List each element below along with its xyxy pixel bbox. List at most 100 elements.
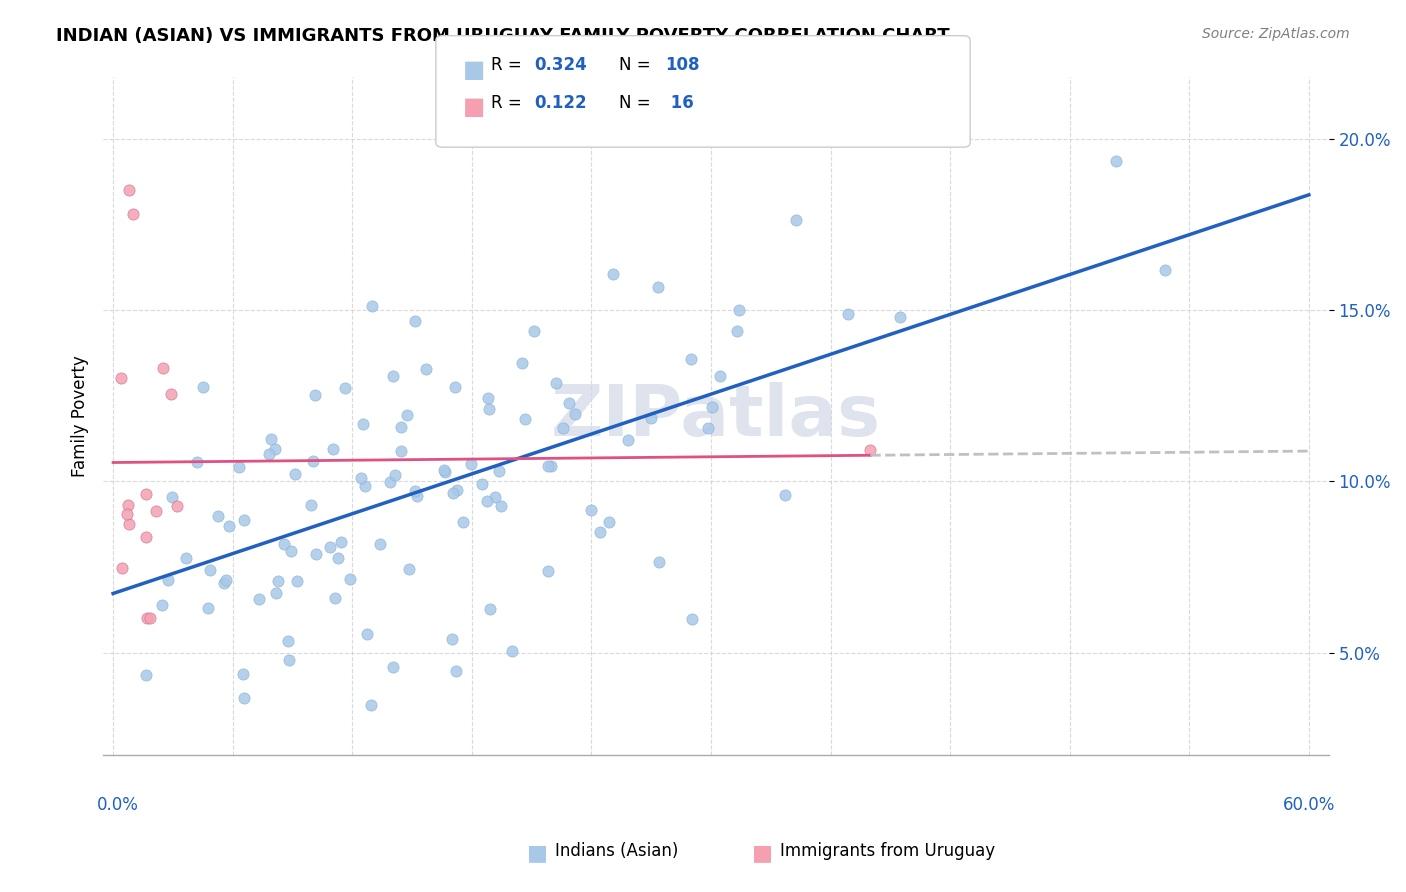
Point — [122, 207, 145, 221]
Point — [1154, 263, 1177, 277]
Point — [197, 601, 219, 615]
Point — [725, 324, 748, 338]
Point — [553, 421, 575, 435]
Text: Immigrants from Uruguay: Immigrants from Uruguay — [780, 842, 995, 860]
Point — [558, 396, 581, 410]
Text: Indians (Asian): Indians (Asian) — [555, 842, 679, 860]
Point — [775, 488, 797, 502]
Point — [339, 573, 361, 587]
Point — [329, 535, 352, 549]
Point — [433, 463, 456, 477]
Point — [277, 634, 299, 648]
Point — [233, 514, 256, 528]
Point — [304, 388, 326, 402]
Point — [263, 442, 285, 457]
Point — [702, 400, 724, 414]
Point — [135, 668, 157, 682]
Text: 0.122: 0.122 — [534, 94, 586, 112]
Point — [540, 459, 562, 474]
Point — [471, 476, 494, 491]
Point — [405, 489, 427, 503]
Point — [488, 464, 510, 478]
Point — [451, 515, 474, 529]
Point — [602, 268, 624, 282]
Point — [232, 691, 254, 706]
Point — [484, 490, 506, 504]
Point — [259, 432, 281, 446]
Point — [280, 544, 302, 558]
Point — [415, 361, 437, 376]
Point — [513, 411, 536, 425]
Point — [647, 279, 669, 293]
Point — [118, 183, 141, 197]
Point — [404, 314, 426, 328]
Point — [138, 611, 160, 625]
Point — [266, 574, 288, 588]
Point — [785, 213, 807, 227]
Point — [537, 564, 560, 578]
Text: ■: ■ — [527, 844, 548, 863]
Text: ■: ■ — [463, 58, 485, 82]
Point — [640, 411, 662, 425]
Point — [391, 420, 413, 434]
Point — [285, 574, 308, 588]
Point — [581, 503, 603, 517]
Text: ■: ■ — [752, 844, 773, 863]
Text: ZIPatlas: ZIPatlas — [551, 382, 882, 450]
Point — [697, 420, 720, 434]
Point — [145, 504, 167, 518]
Point — [228, 460, 250, 475]
Point — [136, 611, 159, 625]
Point — [350, 471, 373, 485]
Point — [352, 417, 374, 431]
Point — [837, 307, 859, 321]
Point — [859, 442, 882, 457]
Text: N =: N = — [619, 94, 655, 112]
Point — [681, 612, 703, 626]
Point — [305, 547, 328, 561]
Point — [709, 369, 731, 384]
Point — [215, 573, 238, 587]
Point — [501, 644, 523, 658]
Point — [319, 540, 342, 554]
Point — [218, 519, 240, 533]
Point — [384, 468, 406, 483]
Text: 0.0%: 0.0% — [97, 796, 139, 814]
Point — [152, 598, 174, 612]
Point — [477, 401, 499, 416]
Point — [166, 499, 188, 513]
Point — [156, 573, 179, 587]
Text: ■: ■ — [463, 95, 485, 120]
Point — [174, 551, 197, 566]
Point — [398, 561, 420, 575]
Point — [446, 483, 468, 497]
Point — [118, 516, 141, 531]
Text: 0.324: 0.324 — [534, 56, 588, 74]
Point — [1105, 153, 1128, 168]
Point — [598, 515, 620, 529]
Point — [728, 303, 751, 318]
Point — [382, 369, 405, 384]
Point — [475, 493, 498, 508]
Point — [617, 433, 640, 447]
Point — [322, 442, 344, 456]
Point — [135, 530, 157, 544]
Point — [360, 698, 382, 713]
Point — [523, 324, 546, 338]
Point — [214, 575, 236, 590]
Point — [152, 361, 174, 376]
Point — [440, 632, 463, 647]
Point — [537, 458, 560, 473]
Point — [325, 591, 347, 606]
Point — [266, 585, 288, 599]
Point — [889, 310, 911, 325]
Point — [433, 465, 456, 479]
Point — [589, 524, 612, 539]
Point — [446, 664, 468, 678]
Point — [370, 537, 392, 551]
Point — [328, 551, 350, 566]
Point — [207, 509, 229, 524]
Point — [489, 499, 512, 513]
Point — [273, 536, 295, 550]
Point — [356, 627, 378, 641]
